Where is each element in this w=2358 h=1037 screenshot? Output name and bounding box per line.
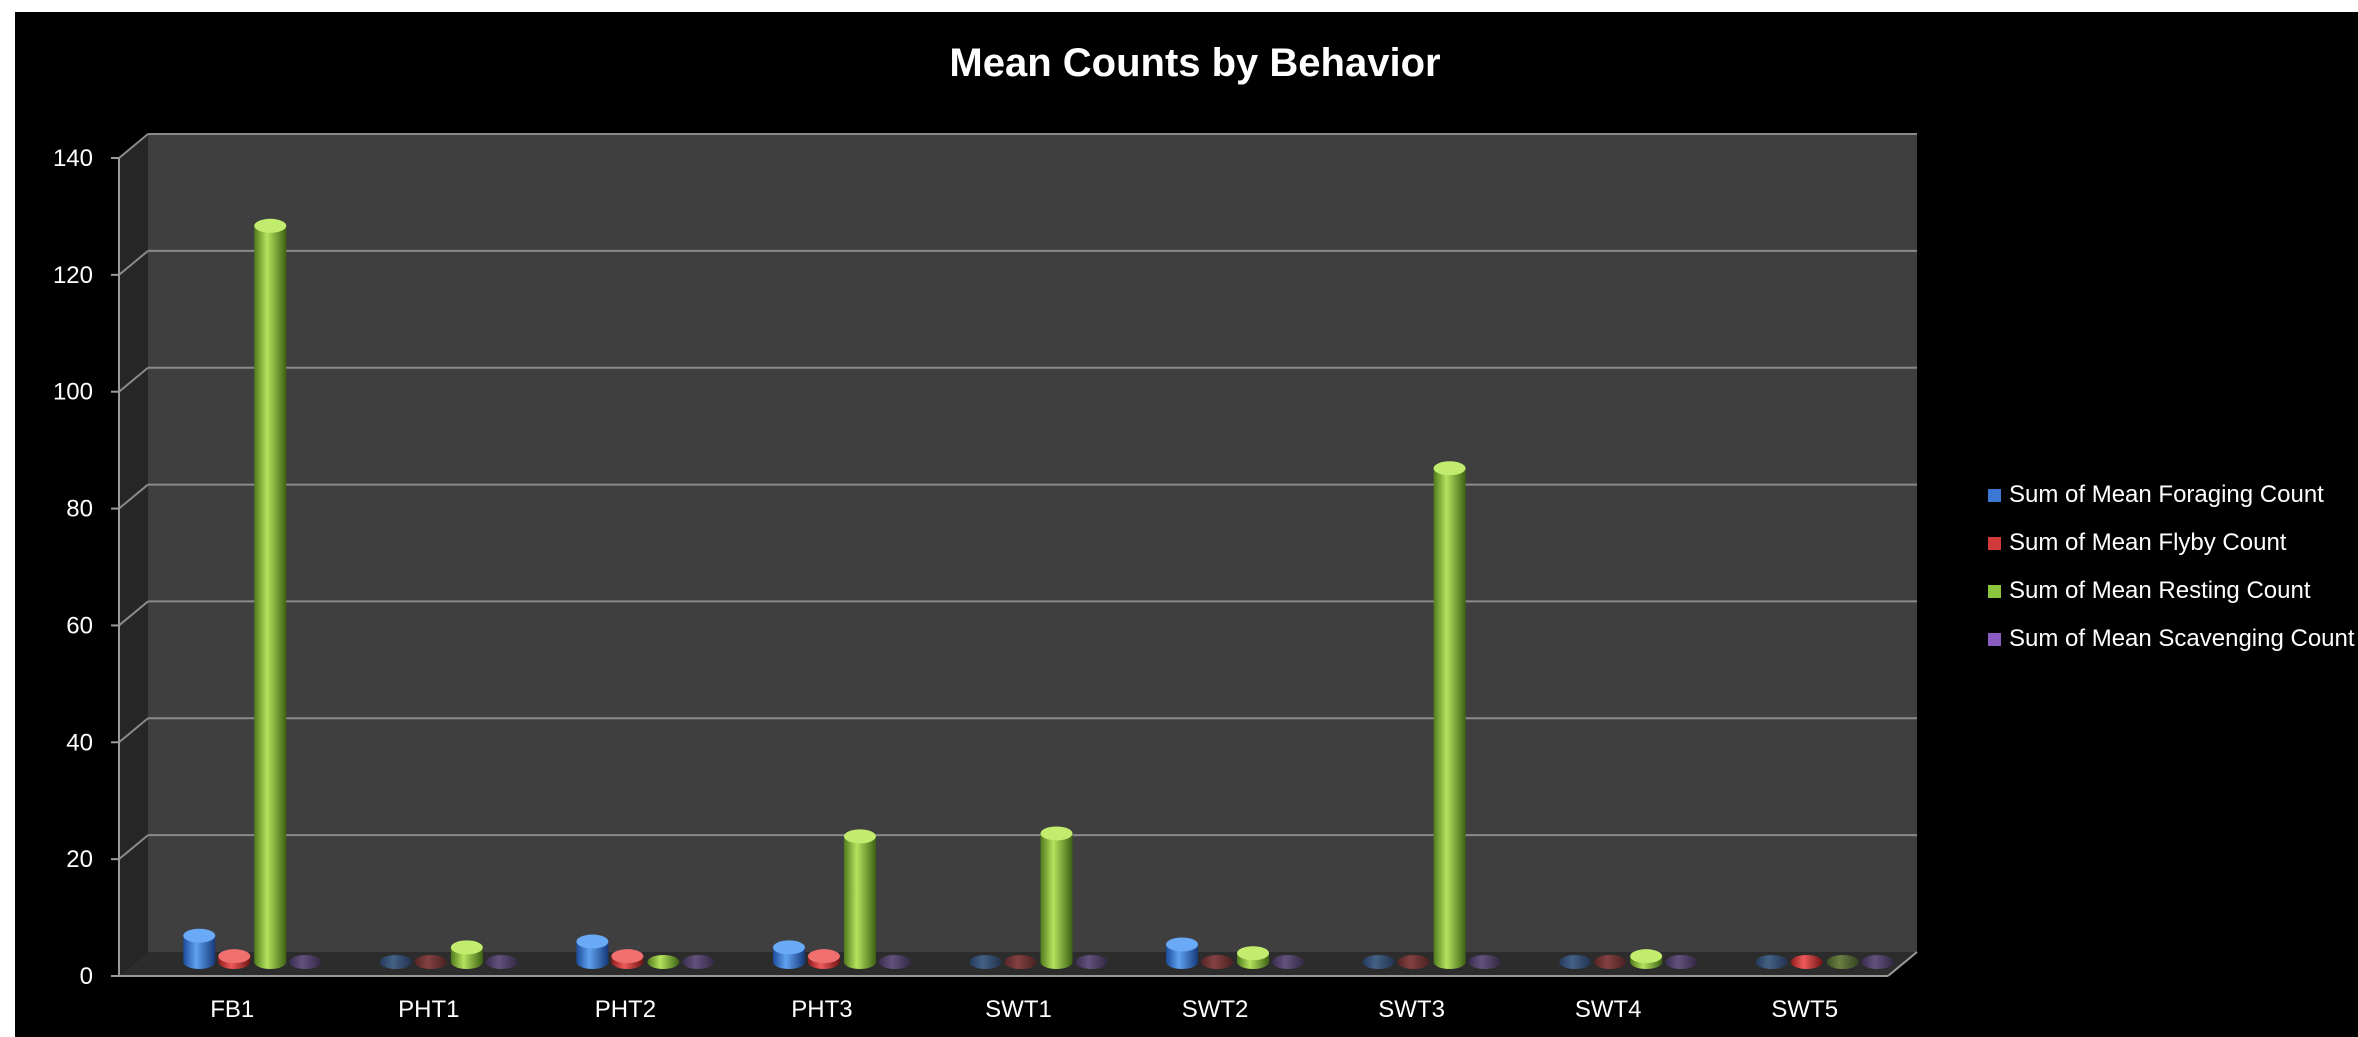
bar-PHT1-0 bbox=[379, 955, 412, 969]
chart-title: Mean Counts by Behavior bbox=[949, 41, 1440, 85]
bar-FB1-0 bbox=[183, 928, 216, 969]
bar-PHT2-3 bbox=[682, 955, 715, 969]
bar-SWT2-2 bbox=[1237, 946, 1270, 969]
x-category-label: PHT3 bbox=[791, 996, 852, 1023]
legend-swatch bbox=[1988, 537, 2001, 550]
x-category-label: SWT2 bbox=[1182, 996, 1249, 1023]
bar-FB1-3 bbox=[289, 955, 322, 969]
x-category-label: FB1 bbox=[210, 996, 254, 1023]
x-axis-categories: FB1 PHT1 PHT2 PHT3 SWT1 SWT2 SWT3 SWT4 SWT5 bbox=[210, 996, 1838, 1023]
bar-SWT5-1 bbox=[1790, 955, 1823, 969]
y-tick-label: 80 bbox=[66, 496, 93, 523]
gridline-side bbox=[118, 834, 149, 860]
legend-label: Sum of Mean Foraging Count bbox=[2009, 481, 2324, 508]
gridline-side bbox=[118, 366, 149, 393]
legend-swatch bbox=[1988, 489, 2001, 502]
bar-PHT3-3 bbox=[878, 955, 911, 969]
bar-PHT1-2 bbox=[450, 940, 483, 969]
legend-label: Sum of Mean Scavenging Count bbox=[2009, 625, 2355, 652]
bar-SWT5-2 bbox=[1826, 955, 1859, 969]
bar-SWT1-0 bbox=[969, 955, 1002, 969]
bar-SWT4-0 bbox=[1559, 955, 1592, 969]
bar-PHT2-0 bbox=[576, 934, 609, 969]
legend-swatch bbox=[1988, 585, 2001, 598]
bar-SWT2-0 bbox=[1166, 937, 1199, 969]
bar-SWT3-2 bbox=[1433, 461, 1466, 969]
bar-SWT5-0 bbox=[1755, 955, 1788, 969]
y-tick-label: 100 bbox=[53, 379, 93, 406]
chart-svg: Mean Counts by Behavior 0 20 40 60 80 100 120 1… bbox=[53, 41, 2355, 1023]
bar-SWT1-1 bbox=[1004, 955, 1037, 969]
x-axis-depth-line bbox=[1887, 951, 1918, 977]
plot-back-wall bbox=[148, 134, 1917, 952]
y-tick-label: 140 bbox=[53, 145, 93, 172]
legend-item: Sum of Mean Scavenging Count bbox=[1988, 625, 2355, 652]
legend-item: Sum of Mean Resting Count bbox=[1988, 577, 2311, 604]
bar-SWT3-1 bbox=[1397, 955, 1430, 969]
bar-PHT3-1 bbox=[807, 949, 840, 969]
bar-SWT3-3 bbox=[1468, 955, 1501, 969]
bar-SWT1-2 bbox=[1040, 826, 1073, 969]
y-tick-label: 0 bbox=[80, 963, 93, 990]
gridline-side bbox=[118, 717, 149, 744]
y-tick-label: 20 bbox=[66, 846, 93, 873]
y-axis-ticks: 0 20 40 60 80 100 120 140 bbox=[53, 145, 119, 990]
legend-item: Sum of Mean Foraging Count bbox=[1988, 481, 2324, 508]
x-category-label: SWT3 bbox=[1378, 996, 1445, 1023]
bar-PHT3-0 bbox=[772, 940, 805, 969]
bar-SWT4-2 bbox=[1630, 949, 1663, 969]
bars bbox=[183, 218, 1894, 969]
y-tick-label: 40 bbox=[66, 729, 93, 756]
legend-swatch bbox=[1988, 633, 2001, 646]
gridlines bbox=[118, 133, 1918, 977]
y-tick-label: 120 bbox=[53, 262, 93, 289]
bar-PHT3-2 bbox=[843, 829, 876, 969]
bar-FB1-2 bbox=[254, 218, 287, 969]
y-tick-label: 60 bbox=[66, 612, 93, 639]
x-category-label: SWT4 bbox=[1575, 996, 1642, 1023]
bar-SWT5-3 bbox=[1861, 955, 1894, 969]
gridline-side bbox=[118, 250, 149, 276]
legend-label: Sum of Mean Flyby Count bbox=[2009, 529, 2287, 556]
bar-FB1-1 bbox=[218, 949, 251, 969]
legend-label: Sum of Mean Resting Count bbox=[2009, 577, 2311, 604]
x-category-label: PHT1 bbox=[398, 996, 459, 1023]
gridline-side bbox=[118, 133, 149, 159]
bar-PHT1-1 bbox=[414, 955, 447, 969]
legend-item: Sum of Mean Flyby Count bbox=[1988, 529, 2287, 556]
legend: Sum of Mean Foraging Count Sum of Mean Fl… bbox=[1988, 481, 2355, 652]
bar-SWT4-1 bbox=[1594, 955, 1627, 969]
bar-SWT3-0 bbox=[1362, 955, 1395, 969]
x-category-label: SWT5 bbox=[1771, 996, 1838, 1023]
x-category-label: PHT2 bbox=[595, 996, 656, 1023]
bar-SWT2-3 bbox=[1272, 955, 1305, 969]
plot-side-wall bbox=[119, 134, 148, 976]
bar-PHT2-2 bbox=[647, 955, 680, 969]
gridline-side bbox=[118, 600, 149, 627]
bar-SWT4-3 bbox=[1665, 955, 1698, 969]
bar-PHT2-1 bbox=[611, 949, 644, 969]
bar-SWT2-1 bbox=[1201, 955, 1234, 969]
bar-SWT1-3 bbox=[1075, 955, 1108, 969]
bar-PHT1-3 bbox=[485, 955, 518, 969]
gridline-side bbox=[118, 483, 149, 510]
x-category-label: SWT1 bbox=[985, 996, 1052, 1023]
chart-area: Mean Counts by Behavior 0 20 40 60 80 100 120 1… bbox=[15, 12, 2358, 1037]
